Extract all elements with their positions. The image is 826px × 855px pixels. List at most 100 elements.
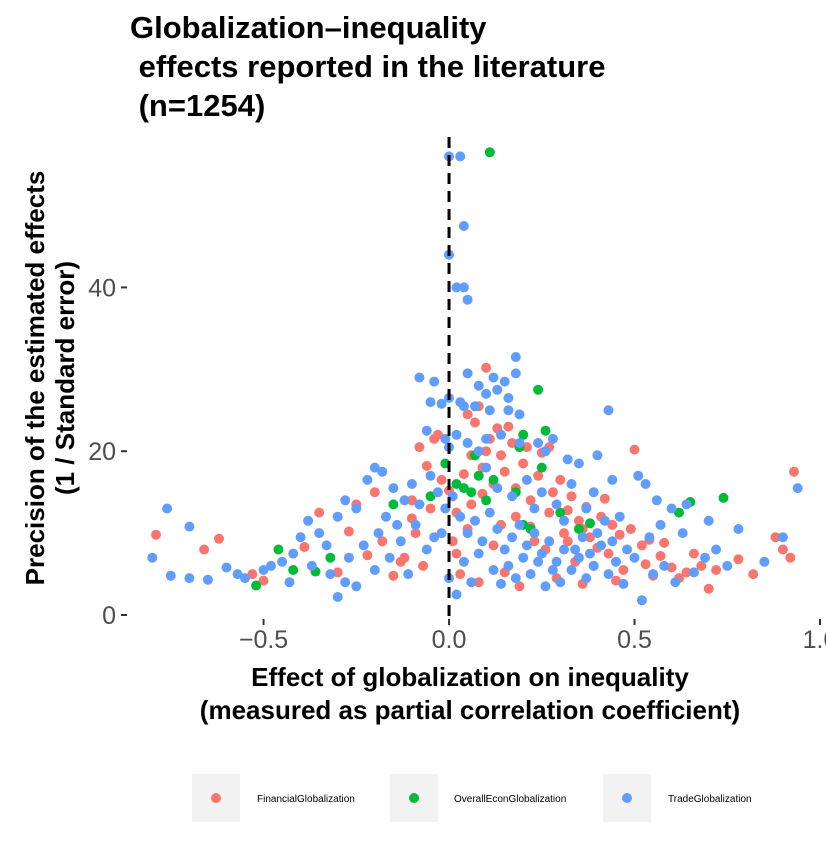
data-point xyxy=(488,372,499,383)
data-point xyxy=(551,556,562,567)
data-point xyxy=(332,592,343,602)
data-point xyxy=(429,376,440,387)
x-tick-label: −0.5 xyxy=(239,626,288,654)
data-point xyxy=(718,492,729,503)
data-point xyxy=(481,433,492,444)
data-point xyxy=(414,499,425,510)
data-point xyxy=(425,503,436,514)
x-axis-title: Effect of globalization on inequality (m… xyxy=(200,662,740,725)
data-point xyxy=(614,511,625,522)
axis-ticks: −0.5 0.0 0.5 1.0 0 20 40 xyxy=(88,274,826,654)
data-point xyxy=(470,401,480,412)
data-point xyxy=(481,388,492,399)
data-point xyxy=(759,556,770,567)
data-point xyxy=(573,458,584,469)
data-point xyxy=(451,548,462,559)
data-point xyxy=(733,554,744,565)
data-point xyxy=(202,574,213,585)
data-point xyxy=(429,532,440,543)
data-point xyxy=(496,450,506,461)
data-point xyxy=(436,398,447,409)
data-point xyxy=(640,479,651,489)
data-point xyxy=(240,573,250,584)
data-point xyxy=(221,562,232,573)
data-point xyxy=(470,417,480,428)
data-point xyxy=(510,368,521,379)
data-point xyxy=(636,540,647,551)
data-point xyxy=(629,444,640,455)
data-point xyxy=(533,438,544,448)
data-point xyxy=(688,567,699,578)
data-point xyxy=(551,499,562,510)
data-point xyxy=(651,495,662,506)
data-point xyxy=(614,529,625,540)
data-point xyxy=(321,540,332,551)
data-point xyxy=(481,446,492,457)
data-point xyxy=(536,548,547,559)
data-point xyxy=(547,487,558,498)
data-point xyxy=(655,551,666,561)
data-point xyxy=(314,507,325,518)
data-point xyxy=(585,548,595,559)
data-point xyxy=(414,442,425,453)
data-point xyxy=(303,515,314,526)
data-point xyxy=(592,450,603,461)
data-point xyxy=(518,429,529,440)
y-axis-title-line-2: (1 / Standard error) xyxy=(50,261,80,495)
data-point xyxy=(566,479,577,489)
chart-title-line-3: (n=1254) xyxy=(130,88,265,123)
data-point xyxy=(151,529,161,540)
data-point xyxy=(592,528,603,539)
data-point xyxy=(585,518,595,529)
data-point xyxy=(507,438,518,448)
data-point xyxy=(559,544,569,555)
data-point xyxy=(288,565,299,575)
data-point xyxy=(399,552,410,563)
data-point xyxy=(722,560,733,571)
data-point xyxy=(573,524,584,534)
data-point xyxy=(462,409,473,420)
data-point xyxy=(536,487,547,498)
data-point xyxy=(421,425,432,436)
data-point xyxy=(492,524,503,534)
data-point xyxy=(340,577,351,588)
data-point xyxy=(688,548,699,559)
data-point xyxy=(499,376,510,387)
y-tick-label: 40 xyxy=(88,274,116,302)
data-point xyxy=(555,577,566,588)
data-point xyxy=(659,537,670,548)
data-point xyxy=(184,521,195,532)
data-point xyxy=(607,474,618,485)
data-point xyxy=(455,511,466,522)
data-point xyxy=(458,556,469,567)
data-point xyxy=(529,528,540,539)
data-point xyxy=(492,384,503,395)
data-point xyxy=(484,147,495,158)
data-point xyxy=(540,446,551,457)
data-point xyxy=(406,479,417,489)
data-point xyxy=(559,515,569,526)
data-point xyxy=(514,409,525,420)
data-point xyxy=(748,569,759,580)
data-point xyxy=(184,573,195,584)
data-point xyxy=(392,519,403,530)
data-point xyxy=(432,429,443,440)
data-point xyxy=(518,552,529,563)
data-point xyxy=(703,515,714,526)
data-point xyxy=(670,577,681,588)
data-point xyxy=(777,544,788,555)
data-point xyxy=(214,533,224,544)
data-point xyxy=(566,565,577,575)
data-point xyxy=(165,570,176,581)
x-tick-label: 0.5 xyxy=(617,626,652,654)
data-point xyxy=(462,438,473,448)
data-point xyxy=(458,483,469,494)
legend-label: TradeGlobalization xyxy=(668,794,752,805)
data-point xyxy=(666,503,677,514)
data-point xyxy=(473,470,484,481)
data-point xyxy=(406,495,417,506)
data-point xyxy=(507,532,518,543)
data-point xyxy=(473,577,484,588)
data-point xyxy=(421,544,432,555)
